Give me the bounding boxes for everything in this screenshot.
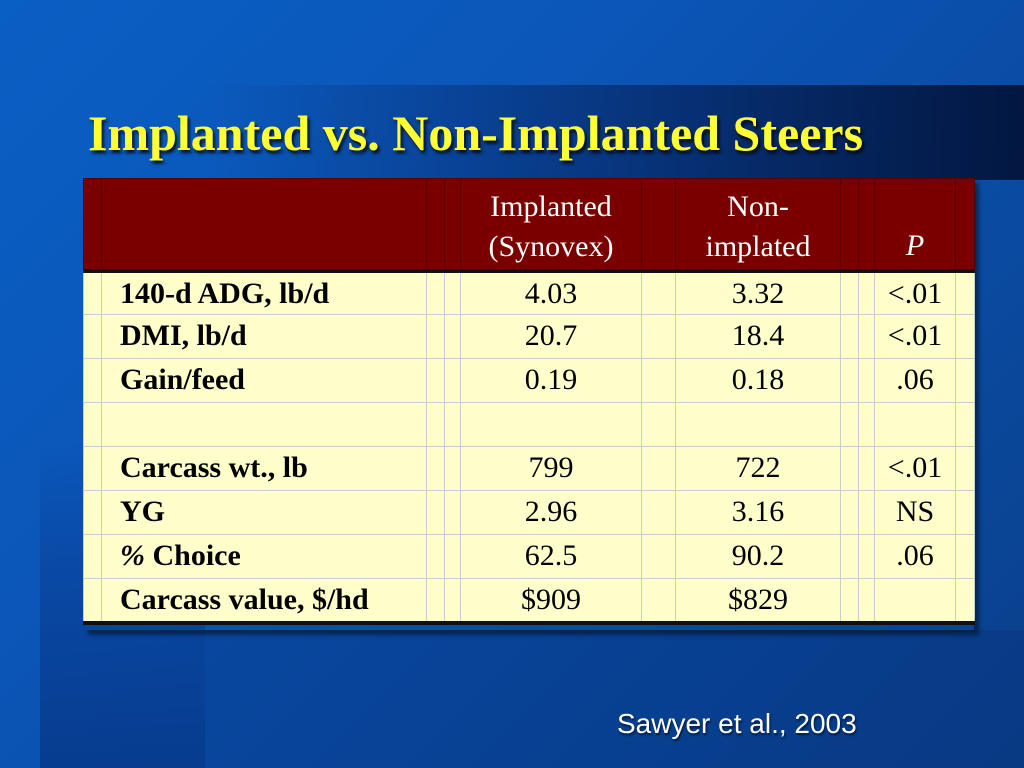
comparison-table: Implanted (Synovex) Non- implated P 140-…: [83, 178, 975, 625]
implanted-value: 62.5: [460, 534, 642, 579]
nonimplanted-value: [675, 402, 841, 447]
row-label: % Choice: [101, 534, 427, 579]
header-spacer: [101, 178, 427, 271]
row-label: Carcass wt., lb: [101, 446, 427, 491]
p-value: .06: [874, 534, 956, 579]
table-row: % Choice 62.5 90.2 .06: [83, 534, 975, 579]
background-decor-top: [205, 85, 1024, 180]
p-value: .06: [874, 358, 956, 403]
nonimplanted-value: 3.32: [675, 268, 841, 315]
nonimplanted-value: $829: [675, 578, 841, 625]
table-row-empty: [83, 402, 975, 447]
implanted-value: 4.03: [460, 268, 642, 315]
header-spacer: [444, 178, 461, 271]
table-row: 140-d ADG, lb/d 4.03 3.32 <.01: [83, 268, 975, 315]
header-spacer: [641, 178, 676, 271]
implanted-value: 2.96: [460, 490, 642, 535]
p-value: NS: [874, 490, 956, 535]
header-spacer: [955, 178, 975, 271]
table-row: Gain/feed 0.19 0.18 .06: [83, 358, 975, 403]
nonimplanted-value: 18.4: [675, 314, 841, 359]
row-label: YG: [101, 490, 427, 535]
p-value: [874, 578, 956, 625]
header-implanted-line1: Implanted: [490, 189, 612, 223]
nonimplanted-value: 0.18: [675, 358, 841, 403]
header-nonimplanted-line2: implated: [705, 229, 811, 263]
table-row: YG 2.96 3.16 NS: [83, 490, 975, 535]
header-p-value: P: [874, 178, 956, 271]
table-row: Carcass wt., lb 799 722 <.01: [83, 446, 975, 491]
header-nonimplanted: Non- implated: [675, 178, 841, 271]
nonimplanted-value: 90.2: [675, 534, 841, 579]
slide-title: Implanted vs. Non-Implanted Steers: [88, 105, 864, 161]
implanted-value: 0.19: [460, 358, 642, 403]
header-implanted-line2: (Synovex): [488, 229, 614, 263]
header-spacer: [858, 178, 875, 271]
citation: Sawyer et al., 2003: [617, 708, 857, 739]
table-header-row: Implanted (Synovex) Non- implated P: [83, 178, 975, 271]
row-label: 140-d ADG, lb/d: [101, 268, 427, 315]
percent-symbol: %: [120, 539, 145, 572]
header-implanted: Implanted (Synovex): [460, 178, 642, 271]
implanted-value: $909: [460, 578, 642, 625]
background-decor-bottom: [205, 630, 1024, 768]
p-value: <.01: [874, 268, 956, 315]
row-label: DMI, lb/d: [101, 314, 427, 359]
header-spacer: [840, 178, 859, 271]
data-table-container: Implanted (Synovex) Non- implated P 140-…: [83, 178, 975, 630]
row-label: Gain/feed: [101, 358, 427, 403]
nonimplanted-value: 3.16: [675, 490, 841, 535]
p-value: <.01: [874, 314, 956, 359]
nonimplanted-value: 722: [675, 446, 841, 491]
header-nonimplanted-line1: Non-: [727, 189, 789, 223]
header-spacer: [83, 178, 102, 271]
table-row: Carcass value, $/hd $909 $829: [83, 578, 975, 625]
p-value: [874, 402, 956, 447]
row-label-text: Choice: [152, 539, 241, 572]
row-label: Carcass value, $/hd: [101, 578, 427, 625]
table-row: DMI, lb/d 20.7 18.4 <.01: [83, 314, 975, 359]
p-value: <.01: [874, 446, 956, 491]
row-label: [101, 402, 427, 447]
header-spacer: [426, 178, 445, 271]
implanted-value: 20.7: [460, 314, 642, 359]
implanted-value: 799: [460, 446, 642, 491]
implanted-value: [460, 402, 642, 447]
